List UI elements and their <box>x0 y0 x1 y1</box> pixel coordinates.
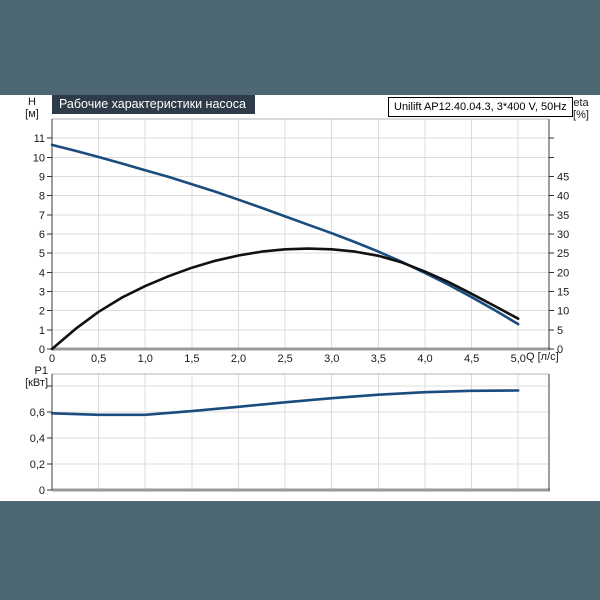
x-axis-tick-label: 3,0 <box>324 353 339 365</box>
right-axis-name: eta <box>573 97 589 109</box>
x-axis-tick-label: 0,5 <box>91 353 106 365</box>
left-axis-tick-label: 2 <box>39 306 45 318</box>
right-axis-label-eta: eta [%] <box>564 97 598 121</box>
left-axis-tick-label: 0 <box>39 485 45 497</box>
left-axis-tick-label: 3 <box>39 287 45 299</box>
left-axis-tick-label: 8 <box>39 191 45 203</box>
head-curve-H-Q <box>50 143 520 326</box>
power-curve-P1-Q <box>50 389 520 417</box>
x-axis-tick-label: 2,5 <box>277 353 292 365</box>
pump-model-label: Unilift AP12.40.04.3, 3*400 V, 50Hz <box>388 97 573 117</box>
left-axis-name: H <box>28 96 36 108</box>
right-axis-tick-label: 10 <box>557 306 569 318</box>
left-axis-tick-label: 9 <box>39 172 45 184</box>
chart-panel: 0 1 2 3 4 5 6 7 8 9 10 11 0 5 10 15 20 25 30 35 40 45 0 0,5 1,0 1… <box>0 95 600 501</box>
left-axis-tick-label: 5 <box>39 248 45 260</box>
right-axis-tick-label: 40 <box>557 191 569 203</box>
right-axis-tick-label: 0 <box>557 344 563 356</box>
x-axis-tick-label: 5,0 <box>511 353 526 365</box>
left-axis-label-H: H [м] <box>16 96 48 120</box>
right-axis-tick-label: 35 <box>557 210 569 222</box>
right-axis-tick-label: 20 <box>557 267 569 279</box>
right-axis-tick-label: 30 <box>557 229 569 241</box>
left-axis-tick-label: 0,2 <box>30 459 45 471</box>
x-axis-tick-label: 1,5 <box>184 353 199 365</box>
efficiency-curve-eta-Q <box>50 247 520 351</box>
x-axis-label-Q: Q [л/с] <box>526 351 559 363</box>
left-axis-tick-label: 10 <box>33 152 45 164</box>
left-axis-tick-label: 11 <box>34 133 45 145</box>
power-axis-name: P1 <box>34 365 48 377</box>
left-axis-tick-label: 0,6 <box>30 407 45 419</box>
left-axis-tick-label: 0,4 <box>30 433 45 445</box>
power-axis-unit: [кВт] <box>25 377 48 389</box>
right-axis-tick-label: 15 <box>557 287 569 299</box>
power-axis-label-P1: P1 [кВт] <box>10 365 48 389</box>
left-axis-tick-label: 1 <box>39 325 45 337</box>
left-axis-tick-label: 6 <box>39 229 45 241</box>
right-axis-tick-label: 45 <box>557 172 569 184</box>
x-axis-tick-label: 4,0 <box>417 353 432 365</box>
left-axis-tick-label: 4 <box>39 267 45 279</box>
x-axis-tick-label: 1,0 <box>138 353 153 365</box>
chart-title: Рабочие характеристики насоса <box>52 95 255 114</box>
right-axis-tick-label: 5 <box>557 325 563 337</box>
x-axis-tick-label: 3,5 <box>371 353 386 365</box>
right-axis-tick-label: 25 <box>557 248 569 260</box>
left-axis-unit: [м] <box>25 108 39 120</box>
left-axis-tick-label: 7 <box>39 210 45 222</box>
x-axis-tick-label: 2,0 <box>231 353 246 365</box>
right-axis-unit: [%] <box>573 109 589 121</box>
x-axis-tick-label: 0 <box>49 353 55 365</box>
x-axis-tick-label: 4,5 <box>464 353 479 365</box>
left-axis-tick-label: 0 <box>39 344 45 356</box>
